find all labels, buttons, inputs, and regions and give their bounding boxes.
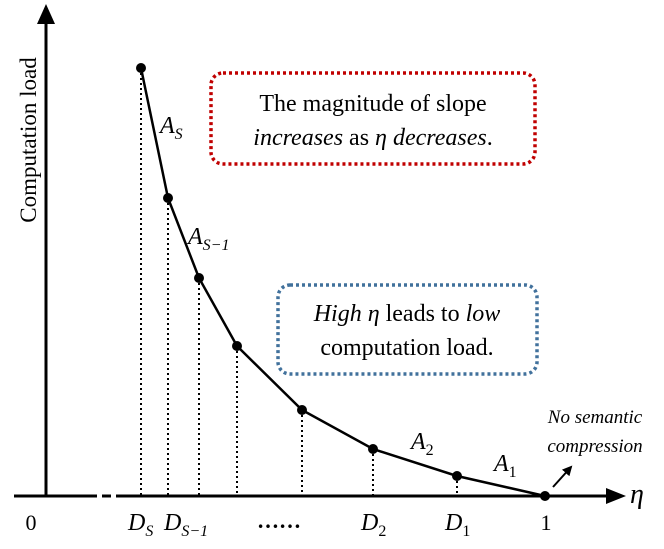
x-tick-label-d1: D1 — [444, 510, 470, 540]
x-ellipsis: …… — [257, 508, 301, 533]
curve-point — [232, 341, 242, 351]
origin-label: 0 — [26, 510, 37, 535]
segment-label-a1: A1 — [492, 451, 517, 481]
annotation-line1: No semantic — [547, 407, 643, 428]
annotation-arrow — [552, 465, 573, 488]
curve-point — [452, 471, 462, 481]
x-tick-label-ds: DS — [127, 510, 153, 540]
blue-callout-line2: computation load. — [320, 335, 493, 361]
x-tick-label-d2: D2 — [360, 510, 386, 540]
curve-point — [540, 491, 550, 501]
segment-label-as-minus-1: AS−1 — [186, 224, 229, 254]
segment-label-as: AS — [158, 113, 183, 143]
curve-point — [297, 405, 307, 415]
annotation-line2: compression — [547, 436, 642, 457]
x-axis-arrowhead — [606, 488, 626, 504]
x-axis-symbol: η — [630, 479, 644, 510]
x-tick-label-ds-minus-1: DS−1 — [163, 510, 208, 540]
curve-point — [368, 444, 378, 454]
y-axis-arrowhead — [37, 4, 55, 24]
one-label: 1 — [541, 510, 552, 535]
blue-callout-line1: High η leads to low — [313, 301, 501, 327]
red-callout-box — [209, 71, 537, 166]
y-axis-label: Computation load — [16, 57, 41, 223]
computation-curve — [139, 67, 546, 498]
red-callout-line1: The magnitude of slope — [259, 91, 486, 117]
segment-label-a2: A2 — [409, 429, 434, 459]
curve-point — [163, 193, 173, 203]
curve-point — [136, 63, 146, 73]
red-callout-line2: increases as η decreases. — [253, 125, 492, 151]
curve-point — [194, 273, 204, 283]
